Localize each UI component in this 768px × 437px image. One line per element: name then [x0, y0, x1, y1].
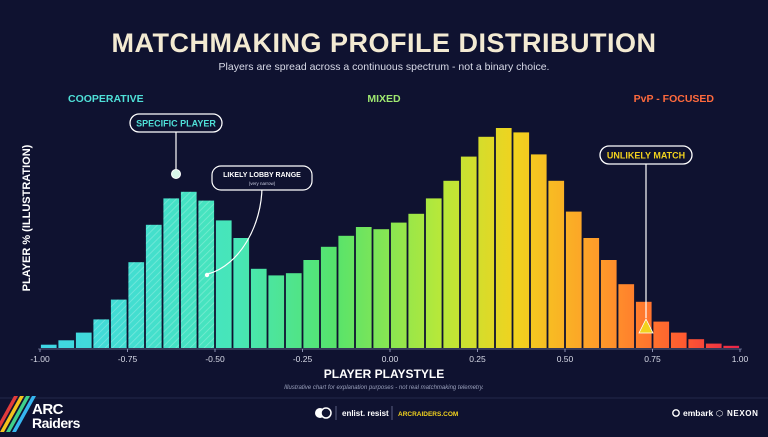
chart-subtitle: Players are spread across a continuous s…	[219, 61, 550, 73]
histogram-bar	[460, 156, 477, 348]
zone-label-mixed: MIXED	[367, 93, 401, 105]
histogram-bar	[653, 321, 670, 348]
bars-group	[40, 128, 740, 348]
partner-text: enlist. resist	[342, 409, 389, 418]
histogram-bar	[443, 180, 460, 348]
x-tick-label: 0.25	[469, 354, 486, 364]
specific-player-callout	[129, 113, 223, 133]
partner-group: enlist. resist ARCRAIDERS.COM	[315, 406, 458, 420]
histogram-bar	[58, 340, 75, 348]
x-tick-label: 0.50	[557, 354, 574, 364]
publisher-logos: embark ⬡ NEXON	[672, 408, 758, 418]
chart-title: MATCHMAKING PROFILE DISTRIBUTION	[112, 28, 657, 58]
histogram-bar	[390, 222, 407, 348]
histogram-bar	[338, 235, 355, 348]
histogram-bar	[233, 238, 250, 348]
embark-icon	[672, 409, 680, 417]
site-link[interactable]: ARCRAIDERS.COM	[398, 411, 458, 418]
brand-embark: embark	[683, 408, 714, 418]
arc-raiders-logo: ARC Raiders	[0, 396, 81, 432]
histogram-bar	[425, 198, 442, 348]
histogram-bar	[513, 132, 530, 348]
unlikely-match-callout	[599, 145, 693, 165]
y-axis-label: PLAYER % (ILLUSTRATION)	[21, 144, 33, 291]
histogram-bar	[670, 332, 687, 348]
lobby-range-connector	[207, 185, 263, 275]
x-tick-label: -1.00	[30, 354, 50, 364]
x-tick-label: 0.00	[382, 354, 399, 364]
histogram-bar	[548, 180, 565, 348]
histogram-bar	[530, 154, 547, 348]
x-tick-label: 0.75	[644, 354, 661, 364]
lobby-range-label: LIKELY LOBBY RANGE	[223, 172, 301, 179]
unlikely-match-label: UNLIKELY MATCH	[607, 151, 685, 161]
x-tick-label: -0.50	[205, 354, 225, 364]
histogram-bar	[373, 229, 390, 348]
specific-player-marker	[171, 169, 181, 179]
x-axis-label: PLAYER PLAYSTYLE	[324, 367, 444, 381]
histogram-bar	[268, 275, 285, 348]
lobby-range-marker	[204, 272, 210, 278]
histogram-bar	[320, 246, 337, 348]
histogram-bar	[303, 260, 320, 348]
lobby-range-hatch	[110, 299, 127, 348]
unlikely-match-marker	[638, 318, 654, 334]
histogram-bar	[250, 268, 267, 348]
histogram-bar	[355, 227, 372, 348]
histogram-bar	[565, 211, 582, 348]
lobby-range-callout	[211, 165, 313, 191]
lobby-range-hatch	[180, 191, 197, 348]
histogram-bar	[495, 128, 512, 348]
x-axis-ticks: -1.00 -0.75 -0.50 -0.25 0.00 0.25 0.50 0.75 1.00	[30, 349, 749, 364]
lobby-range-hatch	[145, 224, 162, 348]
lobby-range-hatch	[163, 198, 180, 348]
histogram-bar	[705, 343, 722, 348]
logo-word-raiders: Raiders	[32, 415, 81, 431]
histogram-bar	[583, 238, 600, 348]
annotations-group: SPECIFIC PLAYER LIKELY LOBBY RANGE (very…	[129, 113, 693, 334]
zone-label-cooperative: COOPERATIVE	[68, 93, 144, 105]
footnote: Illustrative chart for explanation purpo…	[284, 385, 484, 391]
lobby-range-hatch	[128, 262, 145, 348]
logo-word-arc: ARC	[32, 401, 64, 418]
histogram-bar	[478, 136, 495, 348]
histogram-bar	[688, 339, 705, 348]
x-tick-label: -0.75	[118, 354, 138, 364]
histogram-bar	[40, 344, 57, 348]
histogram-bar	[723, 345, 740, 348]
x-tick-label: 1.00	[732, 354, 749, 364]
histogram-bar	[618, 284, 635, 348]
brand-nexon: NEXON	[727, 409, 758, 418]
histogram-bar	[408, 213, 425, 348]
histogram-bar	[75, 332, 92, 348]
histogram-bar	[285, 273, 302, 348]
x-tick-label: -0.25	[293, 354, 313, 364]
lobby-range-hatch	[93, 319, 110, 348]
zone-label-pvp: PvP - FOCUSED	[634, 93, 715, 105]
nexon-icon: ⬡	[716, 409, 723, 418]
histogram-bar	[215, 220, 232, 348]
specific-player-label: SPECIFIC PLAYER	[136, 119, 216, 129]
lobby-range-note: (very narrow)	[249, 181, 276, 186]
histogram-bar	[600, 260, 617, 348]
